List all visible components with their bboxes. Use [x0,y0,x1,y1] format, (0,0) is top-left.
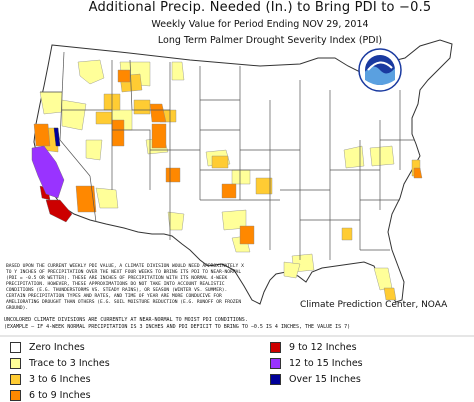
region-nv-north [85,139,103,161]
region-az-south [75,185,97,213]
legend-item-zero: Zero Inches [10,340,85,354]
legend-item-6-9: 6 to 9 Inches [10,388,91,402]
region-oh [369,145,395,167]
over15-regions [53,127,61,147]
region-or-north [39,91,63,115]
legend-label-3-6: 3 to 6 Inches [29,373,91,385]
region-ut [133,99,151,115]
region-nm-east [167,211,185,231]
legend-label-12-15: 12 to 15 Inches [289,357,363,369]
legend-item-over-15: Over 15 Inches [270,372,361,386]
region-wa-east [77,59,105,85]
in6-9-regions [33,69,423,245]
legend-swatch-9-12 [270,341,281,353]
region-or-central [61,99,87,131]
map-subtitle-index: Long Term Palmer Drought Severity Index … [157,35,383,46]
legend-item-trace-3: Trace to 3 Inches [10,356,110,370]
region-tx [239,225,255,245]
region-ut-central [149,103,167,123]
region-nv-south [111,119,125,147]
region-mt-north [171,61,185,81]
noaa-logo [358,48,402,92]
legend-label-trace-3: Trace to 3 Inches [29,357,110,369]
legend-label-9-12: 9 to 12 Inches [289,341,357,353]
legend-swatch-zero [10,341,21,353]
region-az [95,187,119,209]
methodology-note: Based upon the current weekly PDI value,… [6,264,244,311]
region-al [341,227,353,241]
region-ne-east [211,155,229,169]
map-title: Additional Precip. Needed (In.) to Bring… [88,0,432,15]
region-nj-south [413,167,423,179]
region-ca-sierra [53,127,61,147]
region-nv-central [95,111,113,125]
map-subtitle-period: Weekly Value for Period Ending NOV 29, 2… [151,19,369,30]
legend-label-6-9: 6 to 9 Inches [29,389,91,401]
region-ok [255,177,273,195]
region-ca-north [33,123,51,147]
region-ks [231,169,251,185]
footnote-uncolored: Uncolored climate divisions are currentl… [4,317,248,323]
legend-swatch-6-9 [10,389,21,401]
in12-15-regions [31,145,65,199]
legend-label-over-15: Over 15 Inches [289,373,361,385]
region-ok-west [221,183,237,199]
legend: Zero Inches Trace to 3 Inches 3 to 6 Inc… [6,338,468,402]
region-ca-south [45,199,73,223]
region-fl-south [383,287,397,301]
legend-swatch-3-6 [10,373,21,385]
noaa-logo-icon [358,48,402,92]
footnote: Uncolored climate divisions are currentl… [4,317,470,331]
region-mi-south [343,145,365,169]
legend-swatch-over-15 [270,373,281,385]
legend-item-3-6: 3 to 6 Inches [10,372,91,386]
legend-swatch-12-15 [270,357,281,369]
legend-swatch-trace-3 [10,357,21,369]
region-ca-central [31,145,65,199]
region-wa-west [117,69,131,83]
legend-label-zero: Zero Inches [29,341,85,353]
legend-item-9-12: 9 to 12 Inches [270,340,357,354]
region-tx-east [283,261,301,279]
state-boundaries [40,51,414,260]
credit-text: Climate Prediction Center, NOAA [300,300,448,310]
region-co-south [151,123,167,149]
footnote-example: (Example – if 4-week normal precipitatio… [4,324,351,330]
legend-item-12-15: 12 to 15 Inches [270,356,363,370]
region-ks-sw [165,167,181,183]
